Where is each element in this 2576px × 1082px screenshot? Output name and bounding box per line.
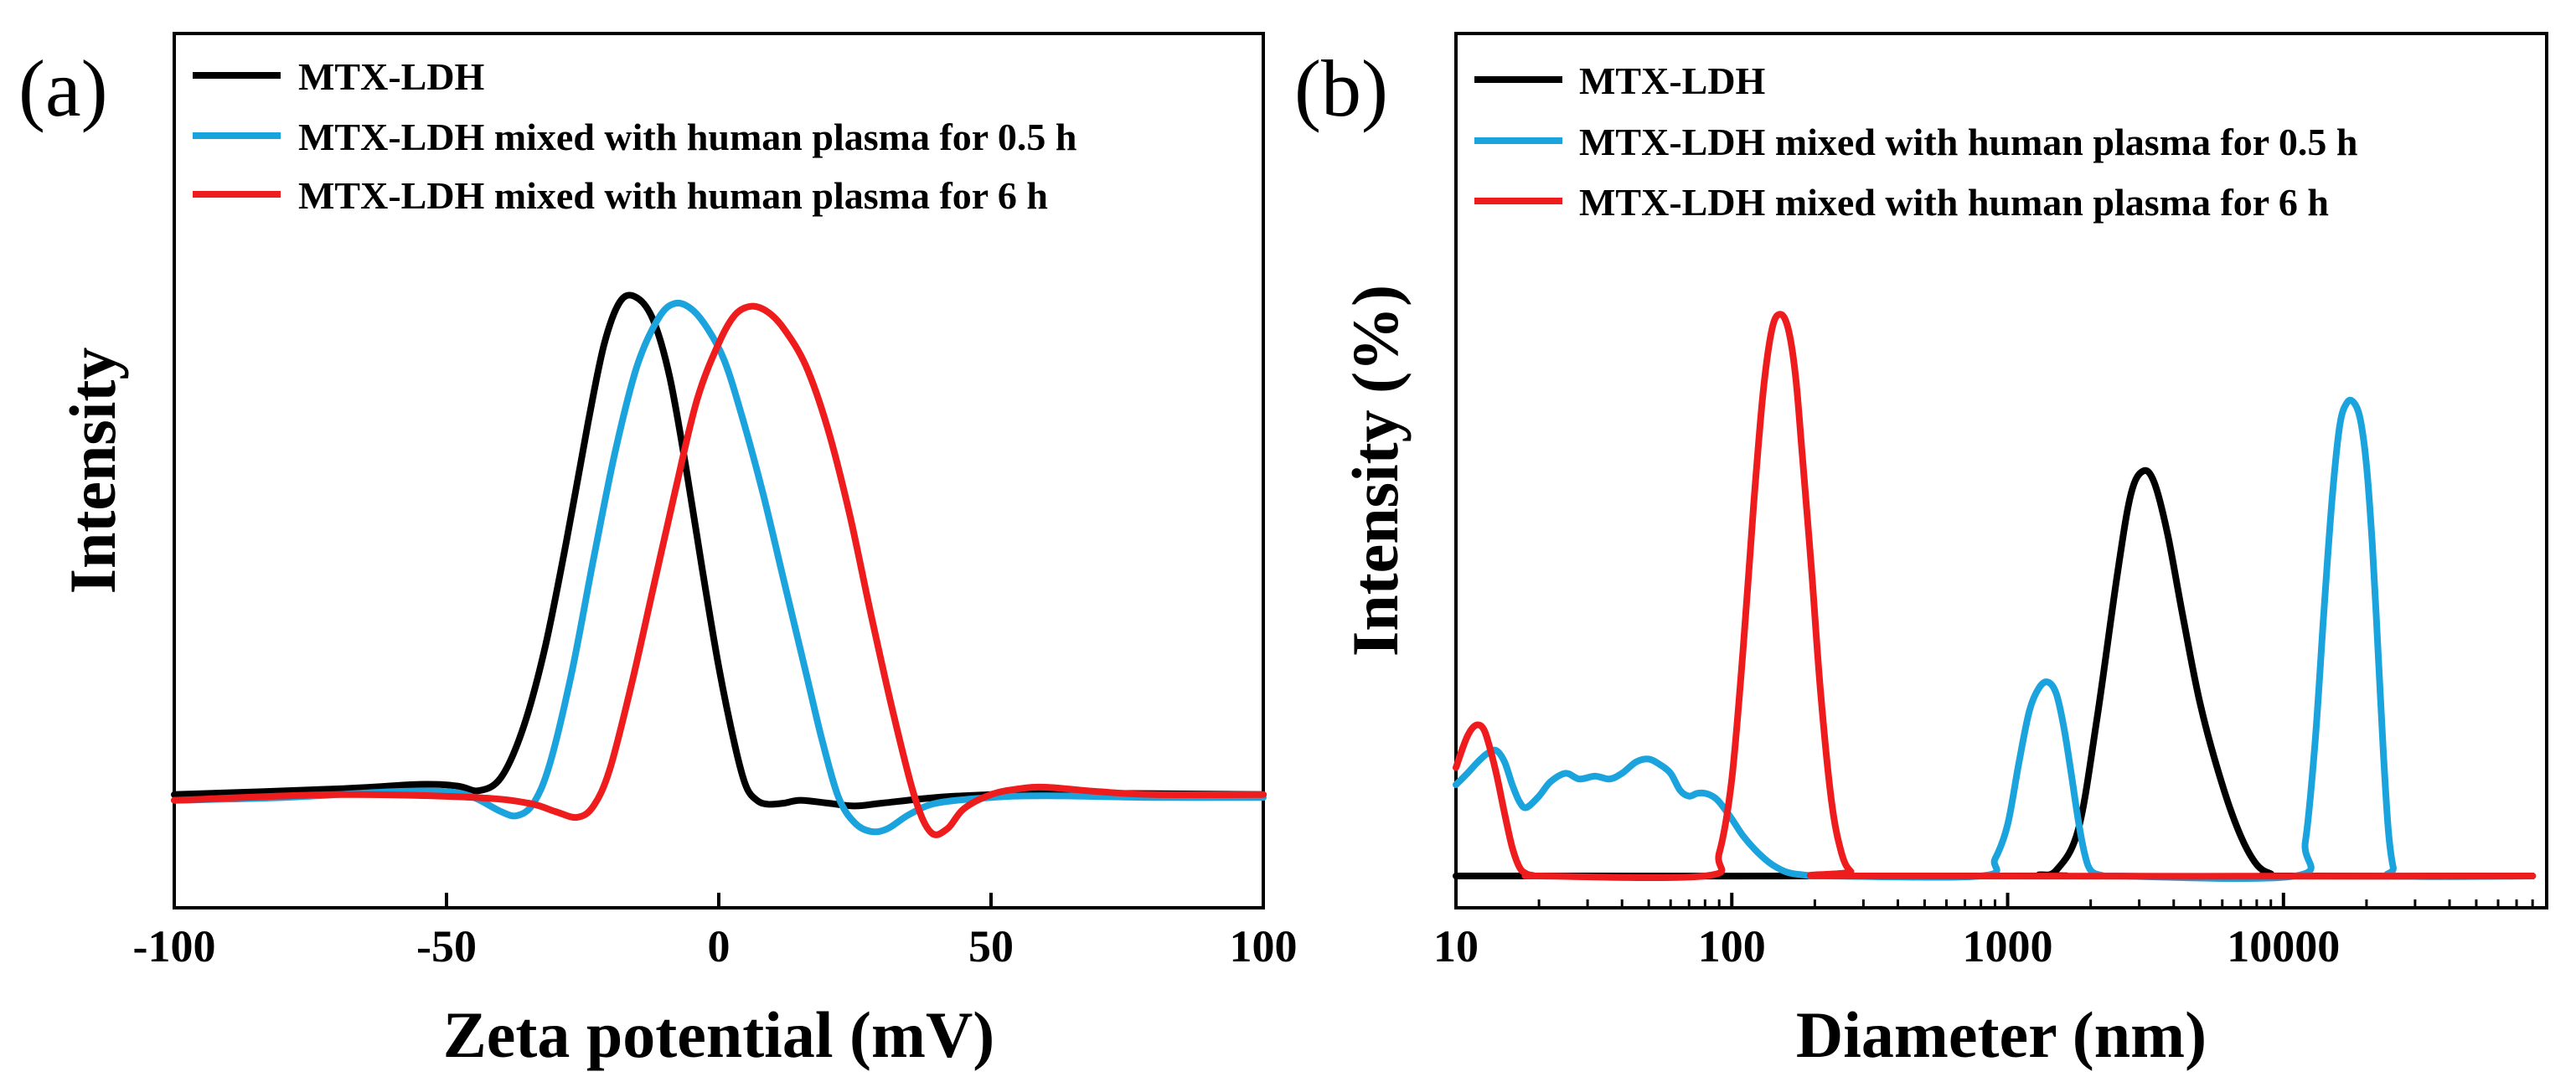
panel-a-y-axis-title: Intensity — [56, 348, 129, 595]
panel-b-plot-frame — [1454, 32, 2548, 909]
panel-b-diameter: (b) 10 100 1000 10000 MTX-LDH MTX-LDH mixed… — [1294, 32, 2548, 1071]
x-tick-label-100: -100 — [133, 921, 216, 971]
panel-a-x-axis-title: Zeta potential (mV) — [443, 998, 995, 1071]
x-tick-label-0: 0 — [708, 921, 730, 971]
panel-a-zeta-potential: (a) -100 -50 0 50 100 MTX-LDH MTX-LDH mixed … — [18, 32, 1298, 1071]
series-line-mtx-ldh-mixed-with-human-plasma-for-0-5-h — [171, 299, 1267, 836]
panel-a-plot-frame — [173, 32, 1265, 909]
x-tick-label-50: 50 — [968, 921, 1014, 971]
panel-b-x-axis-title: Diameter (nm) — [1796, 998, 2207, 1071]
panel-b-label: (b) — [1294, 44, 1388, 133]
panel-b-legend-label-plasma-6h: MTX-LDH mixed with human plasma for 6 h — [1579, 181, 2329, 224]
panel-a-x-ticks: -100 -50 0 50 100 — [133, 893, 1298, 971]
panel-b-legend-label-plasma-0-5h: MTX-LDH mixed with human plasma for 0.5 … — [1579, 121, 2357, 163]
x-tick-label-50: -50 — [416, 921, 477, 971]
series-line-mtx-ldh-mixed-with-human-plasma-for-6-h — [171, 302, 1267, 838]
panel-a-legend: MTX-LDH MTX-LDH mixed with human plasma … — [193, 55, 1076, 217]
x-tick-label-10: 10 — [1433, 921, 1479, 971]
panel-a-label: (a) — [18, 44, 108, 133]
panel-a-legend-label-mtx-ldh: MTX-LDH — [298, 55, 485, 98]
panel-a-series — [171, 291, 1267, 838]
x-tick-label-10000: 10000 — [2227, 921, 2340, 971]
series-line-mtx-ldh — [171, 291, 1267, 810]
panel-b-legend-label-mtx-ldh: MTX-LDH — [1579, 59, 1766, 102]
panel-a-legend-label-plasma-6h: MTX-LDH mixed with human plasma for 6 h — [298, 174, 1048, 217]
panel-b-y-axis-title: Intensity (%) — [1339, 285, 1412, 657]
panel-b-series — [1453, 311, 2537, 883]
panel-b-x-ticks: 10 100 1000 10000 — [1433, 893, 2534, 971]
panel-b-legend: MTX-LDH MTX-LDH mixed with human plasma … — [1474, 59, 2357, 224]
series-line-mtx-ldh-mixed-with-human-plasma-for-6-h — [1453, 311, 2537, 882]
panel-a-legend-label-plasma-0-5h: MTX-LDH mixed with human plasma for 0.5 … — [298, 116, 1076, 158]
x-tick-label-100: 100 — [1698, 921, 1766, 971]
x-tick-label-1000: 1000 — [1963, 921, 2053, 971]
x-tick-label-100: 100 — [1230, 921, 1298, 971]
series-line-mtx-ldh-mixed-with-human-plasma-for-0-5-h — [1453, 396, 2537, 883]
